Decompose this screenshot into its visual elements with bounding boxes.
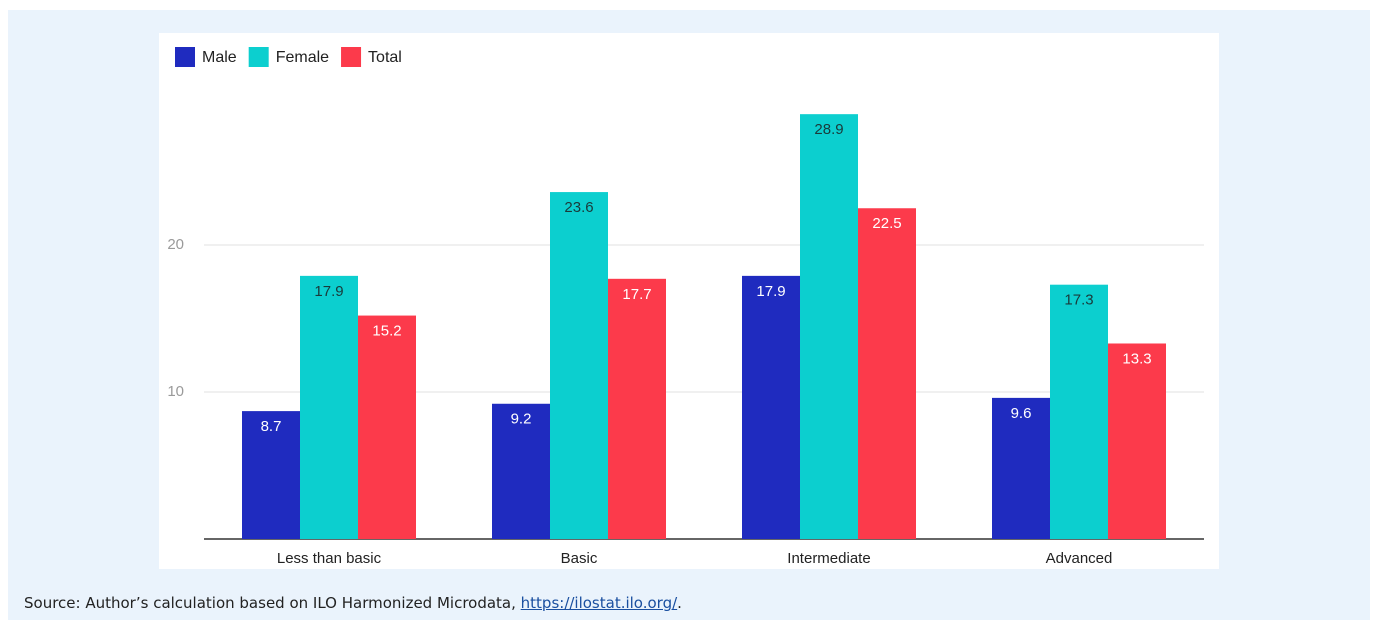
x-tick-label: Basic	[561, 550, 598, 567]
legend-swatch	[341, 47, 362, 67]
bar	[992, 397, 1050, 539]
bar	[1050, 284, 1108, 539]
data-label: 8.7	[261, 418, 282, 435]
bar	[492, 403, 550, 539]
figure-box: 10 20 Less than basic 8.7 17.9 15.2 Basic 9.2 23…	[8, 10, 1370, 620]
bar	[550, 192, 608, 539]
data-label: 9.2	[511, 411, 532, 428]
chart: 10 20 Less than basic 8.7 17.9 15.2 Basic 9.2 23…	[159, 33, 1219, 569]
data-label: 17.9	[314, 283, 343, 300]
y-tick-label: 10	[167, 383, 184, 400]
bar	[242, 411, 300, 539]
source-end: .	[677, 594, 682, 612]
x-tick-label: Advanced	[1046, 550, 1113, 567]
y-tick-label: 20	[167, 236, 184, 253]
bar	[608, 278, 666, 539]
data-label: 9.6	[1011, 405, 1032, 422]
data-label: 13.3	[1122, 350, 1151, 367]
x-tick-label: Intermediate	[787, 550, 870, 567]
data-label: 22.5	[872, 215, 901, 232]
data-label: 28.9	[814, 121, 843, 138]
bar	[858, 208, 916, 539]
data-label: 23.6	[564, 199, 593, 216]
bar	[800, 114, 858, 540]
data-label: 17.9	[756, 283, 785, 300]
data-label: 17.7	[622, 286, 651, 303]
source-note: Source: Author’s calculation based on IL…	[24, 594, 682, 612]
legend-swatch	[248, 47, 269, 67]
bar	[742, 275, 800, 539]
bar	[300, 275, 358, 539]
legend-label: Total	[368, 49, 402, 66]
bar	[1108, 343, 1166, 539]
source-text: Source: Author’s calculation based on IL…	[24, 594, 521, 612]
legend-swatch	[175, 47, 195, 67]
data-label: 15.2	[372, 323, 401, 340]
legend-label: Male	[202, 49, 237, 66]
data-label: 17.3	[1064, 292, 1093, 309]
x-tick-label: Less than basic	[277, 550, 382, 567]
legend-label: Female	[276, 49, 329, 66]
bar	[358, 315, 416, 539]
source-link[interactable]: https://ilostat.ilo.org/	[520, 594, 678, 612]
